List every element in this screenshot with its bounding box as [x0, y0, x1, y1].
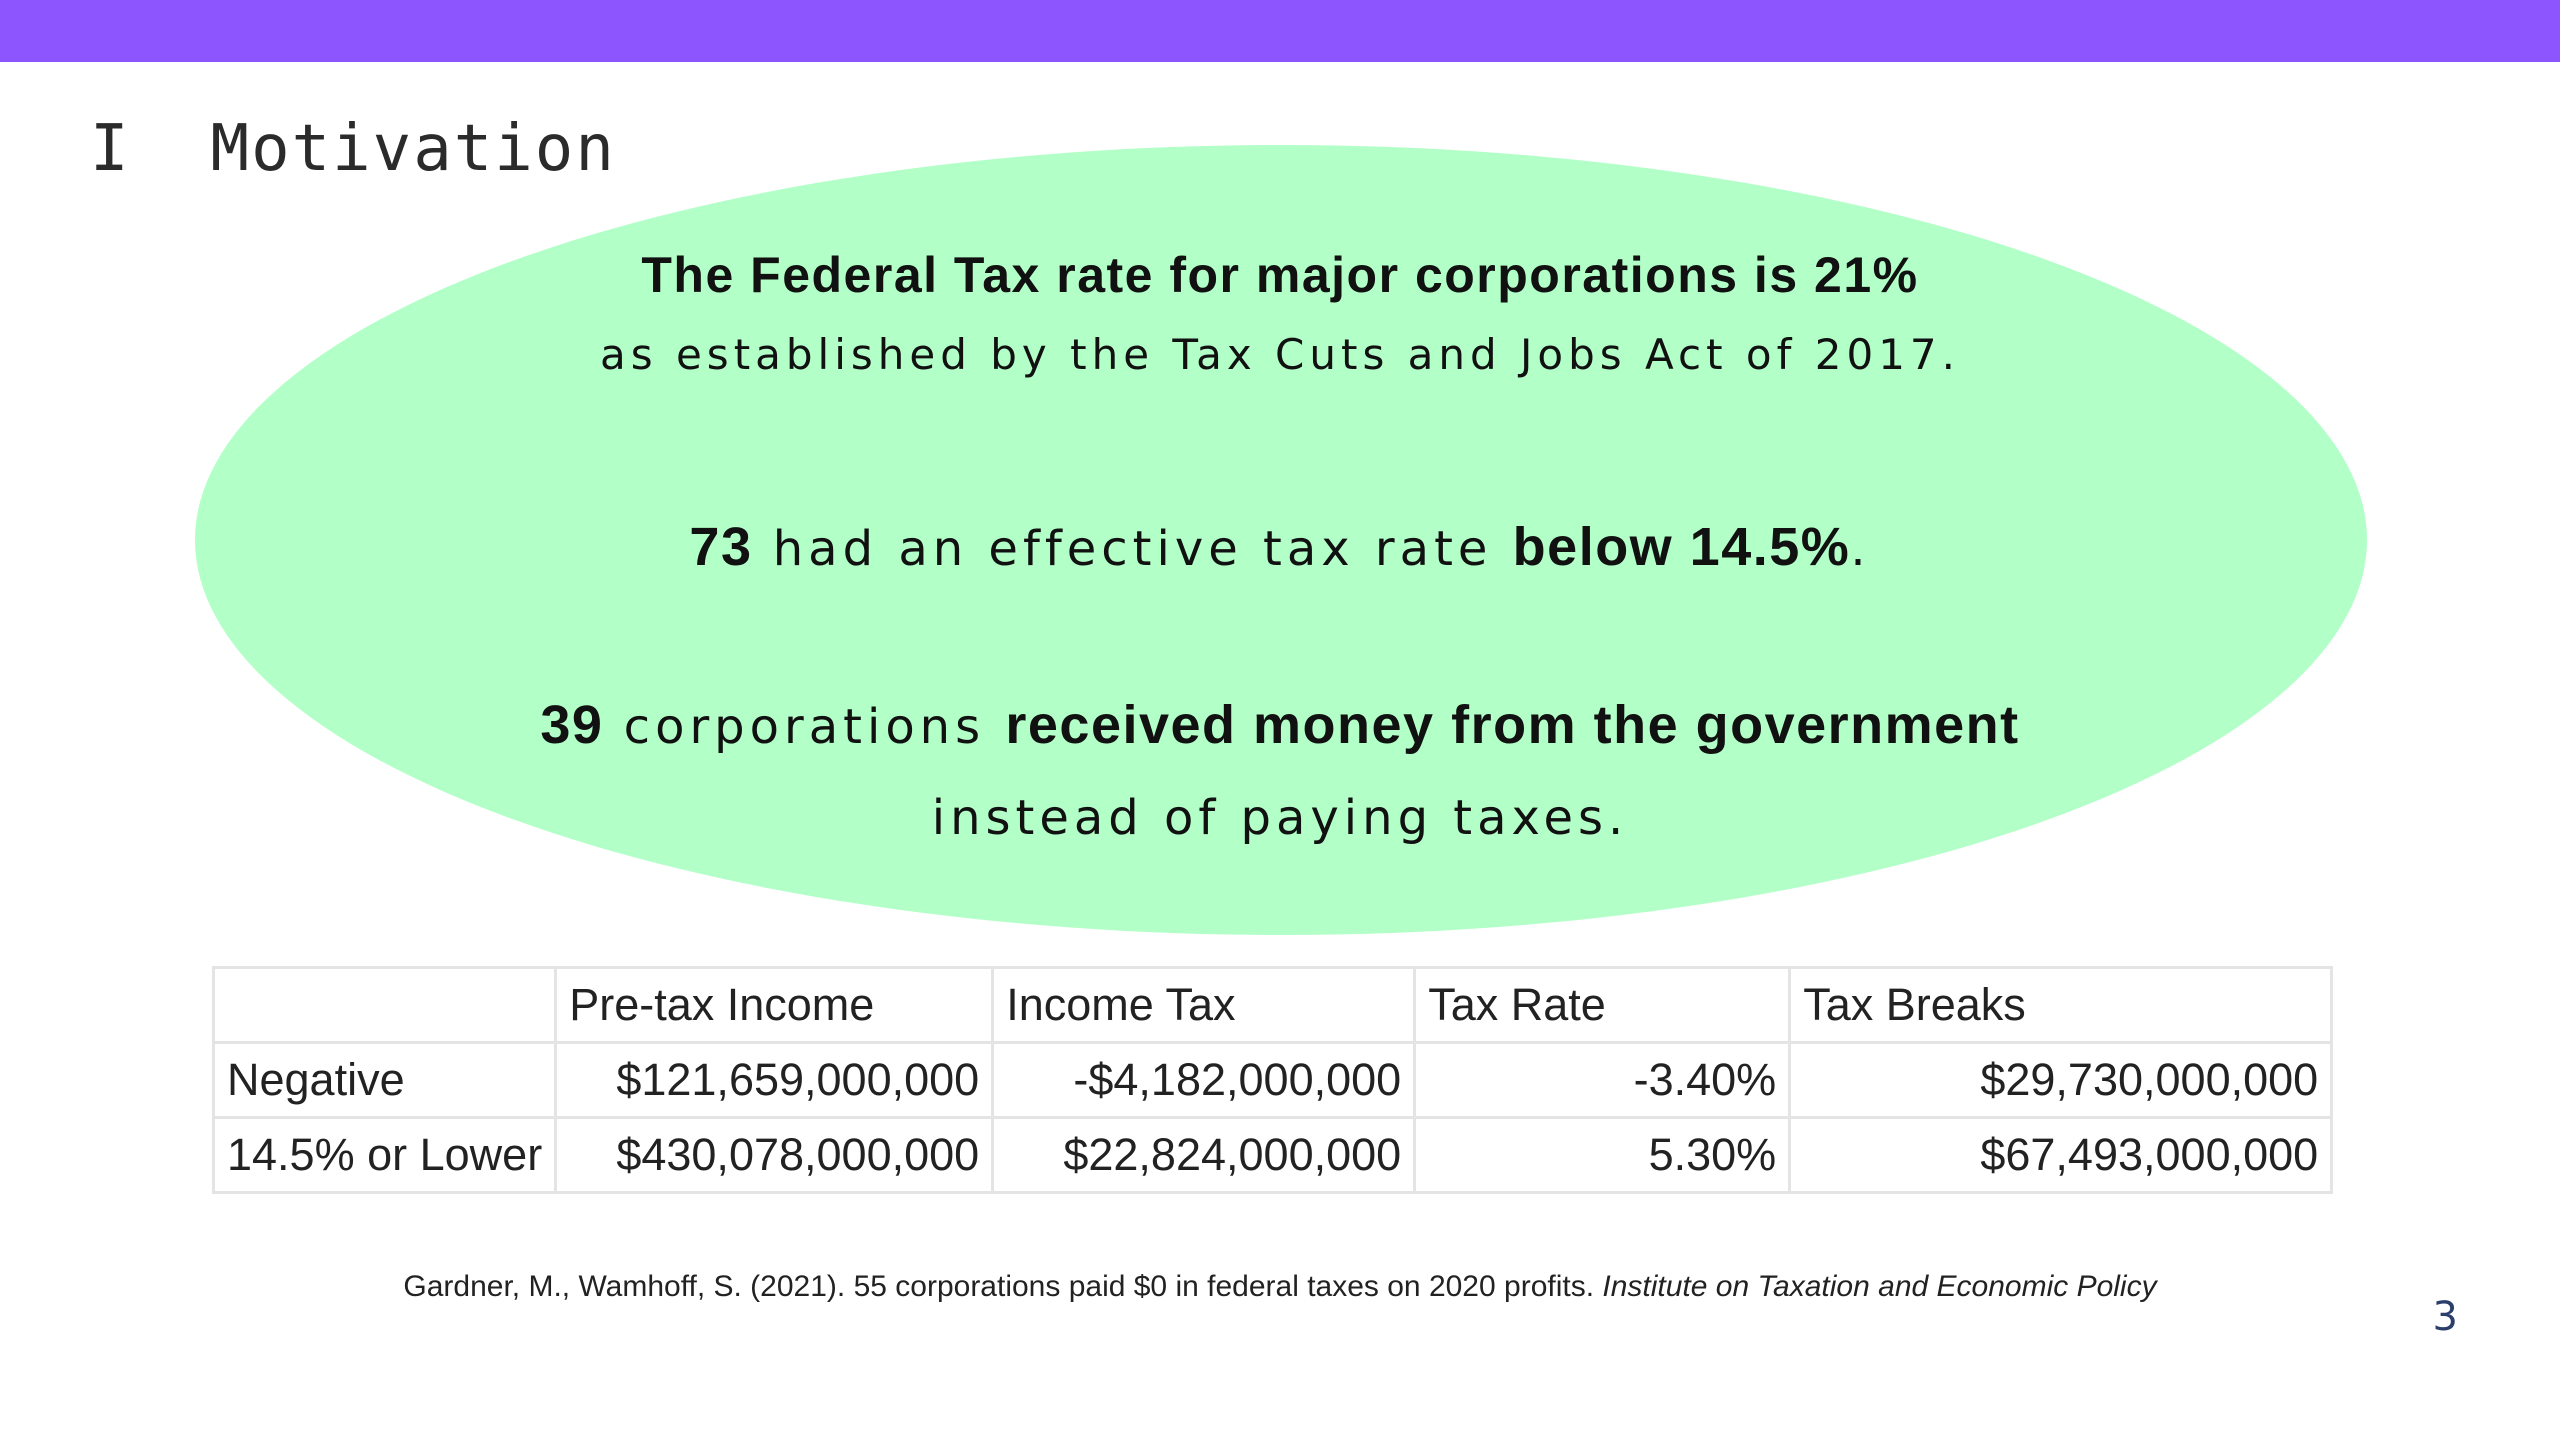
section-title-text: Motivation — [210, 112, 616, 186]
table-cell: $29,730,000,000 — [1788, 1041, 2334, 1119]
bubble-line-39: 39 corporations received money from the … — [0, 693, 2560, 756]
table-cell: 5.30% — [1413, 1116, 1792, 1194]
section-title: I Motivation — [90, 112, 616, 186]
table-cell: 14.5% or Lower — [211, 1116, 558, 1194]
page-number: 3 — [2432, 1294, 2458, 1340]
text-received-money: received money from the government — [1005, 695, 2020, 755]
count-73: 73 — [689, 517, 753, 577]
table-row: Negative $121,659,000,000 -$4,182,000,00… — [211, 1041, 2334, 1119]
section-number: I — [90, 112, 131, 186]
table-cell: -$4,182,000,000 — [991, 1041, 1417, 1119]
table-cell: $121,659,000,000 — [554, 1041, 995, 1119]
table-cell: $67,493,000,000 — [1788, 1116, 2334, 1194]
bubble-line-instead: instead of paying taxes. — [931, 790, 1629, 846]
table-header-cell: Tax Breaks — [1788, 966, 2334, 1044]
citation-source: Institute on Taxation and Economic Polic… — [1602, 1270, 2157, 1303]
tax-table: Pre-tax Income Income Tax Tax Rate Tax B… — [211, 966, 2334, 1194]
citation-text: Gardner, M., Wamhoff, S. (2021). 55 corp… — [403, 1270, 1603, 1303]
table-row: 14.5% or Lower $430,078,000,000 $22,824,… — [211, 1116, 2334, 1194]
bubble-line-tcja: as established by the Tax Cuts and Jobs … — [600, 330, 1960, 379]
highlight-ellipse — [195, 145, 2367, 935]
bubble-line-federal-rate: The Federal Tax rate for major corporati… — [641, 247, 1919, 303]
table-header-row: Pre-tax Income Income Tax Tax Rate Tax B… — [211, 966, 2334, 1044]
bubble-line-73: 73 had an effective tax rate below 14.5%… — [0, 515, 2560, 578]
table-cell: -3.40% — [1413, 1041, 1792, 1119]
text-corporations: corporations — [603, 699, 1006, 755]
text-period: . — [1850, 521, 1871, 577]
table-cell: Negative — [211, 1041, 558, 1119]
table-cell: $430,078,000,000 — [554, 1116, 995, 1194]
citation: Gardner, M., Wamhoff, S. (2021). 55 corp… — [0, 1270, 2560, 1304]
text-below-rate: below 14.5% — [1512, 517, 1851, 577]
table-header-cell — [211, 966, 558, 1044]
count-39: 39 — [540, 695, 604, 755]
table-header-cell: Tax Rate — [1413, 966, 1792, 1044]
table-cell: $22,824,000,000 — [991, 1116, 1417, 1194]
top-accent-bar — [0, 0, 2560, 62]
text-effective-rate: had an effective tax rate — [752, 521, 1513, 577]
table-header-cell: Income Tax — [991, 966, 1417, 1044]
table-header-cell: Pre-tax Income — [554, 966, 995, 1044]
